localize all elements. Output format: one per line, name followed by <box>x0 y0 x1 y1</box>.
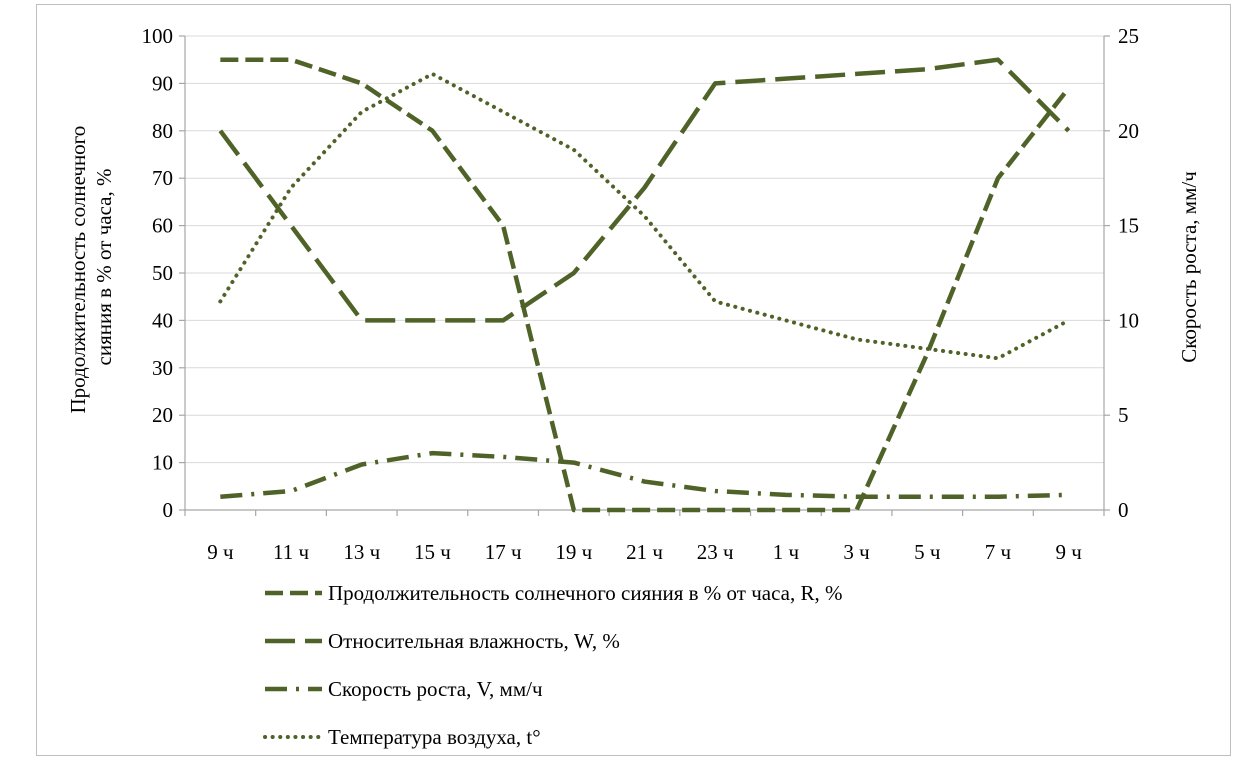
x-tick-label: 11 ч <box>273 540 309 564</box>
left-tick-label: 30 <box>152 356 173 380</box>
left-tick-label: 0 <box>163 498 174 522</box>
right-axis-label: Скорость роста, мм/ч <box>1177 171 1201 363</box>
left-tick-label: 60 <box>152 214 173 238</box>
x-tick-label: 23 ч <box>697 540 734 564</box>
right-tick-label: 20 <box>1118 119 1139 143</box>
left-tick-label: 40 <box>152 308 173 332</box>
series-line <box>220 57 1071 513</box>
x-tick-label: 3 ч <box>843 540 870 564</box>
right-tick-label: 15 <box>1118 214 1139 238</box>
x-axis-ticks: 9 ч 11 ч 13 ч 15 ч 17 ч 19 ч 21 ч 23 ч 1 ч 3 ч 5 ч… <box>184 510 1105 564</box>
left-tick-label: 90 <box>152 71 173 95</box>
series-line <box>220 450 1069 499</box>
right-axis-ticks: 0 5 10 15 20 25 <box>1104 24 1139 522</box>
x-tick-label: 1 ч <box>773 540 800 564</box>
series-lines <box>218 57 1071 513</box>
left-axis-label: Продолжительность солнечного сияния в % … <box>66 120 116 413</box>
legend-label: Относительная влажность, W, % <box>328 629 620 653</box>
legend: Продолжительность солнечного сияния в % … <box>263 581 842 749</box>
right-tick-label: 25 <box>1118 24 1139 48</box>
left-tick-label: 100 <box>142 24 174 48</box>
x-tick-label: 15 ч <box>414 540 451 564</box>
series-line <box>218 71 1071 361</box>
x-tick-label: 13 ч <box>343 540 380 564</box>
x-tick-label: 19 ч <box>555 540 592 564</box>
x-tick-label: 9 ч <box>207 540 234 564</box>
legend-label: Продолжительность солнечного сияния в % … <box>328 581 842 605</box>
legend-label: Температура воздуха, t° <box>328 725 541 749</box>
x-tick-label: 17 ч <box>485 540 522 564</box>
x-tick-label: 5 ч <box>914 540 941 564</box>
line-chart: 0 10 20 30 40 50 60 70 80 90 100 0 5 10 15 20 25 9 ч 11 … <box>66 24 1201 749</box>
grid-lines <box>185 35 1104 464</box>
right-tick-label: 0 <box>1118 498 1129 522</box>
right-tick-label: 10 <box>1118 308 1139 332</box>
x-tick-label: 9 ч <box>1055 540 1082 564</box>
legend-label: Скорость роста, V, мм/ч <box>328 677 543 701</box>
right-tick-label: 5 <box>1118 403 1129 427</box>
left-tick-label: 70 <box>152 166 173 190</box>
left-axis-label-line-1: Продолжительность солнечного <box>66 126 90 414</box>
x-tick-label: 7 ч <box>985 540 1012 564</box>
left-tick-label: 50 <box>152 261 173 285</box>
left-axis-label-line-2: сияния в % от часа, % <box>92 169 116 366</box>
series-line <box>218 57 1071 323</box>
left-tick-label: 10 <box>152 451 173 475</box>
chart-frame: 0 10 20 30 40 50 60 70 80 90 100 0 5 10 15 20 25 9 ч 11 … <box>36 4 1231 756</box>
x-tick-label: 21 ч <box>626 540 663 564</box>
left-tick-label: 20 <box>152 403 173 427</box>
left-axis-ticks: 0 10 20 30 40 50 60 70 80 90 100 <box>142 24 185 522</box>
left-tick-label: 80 <box>152 119 173 143</box>
